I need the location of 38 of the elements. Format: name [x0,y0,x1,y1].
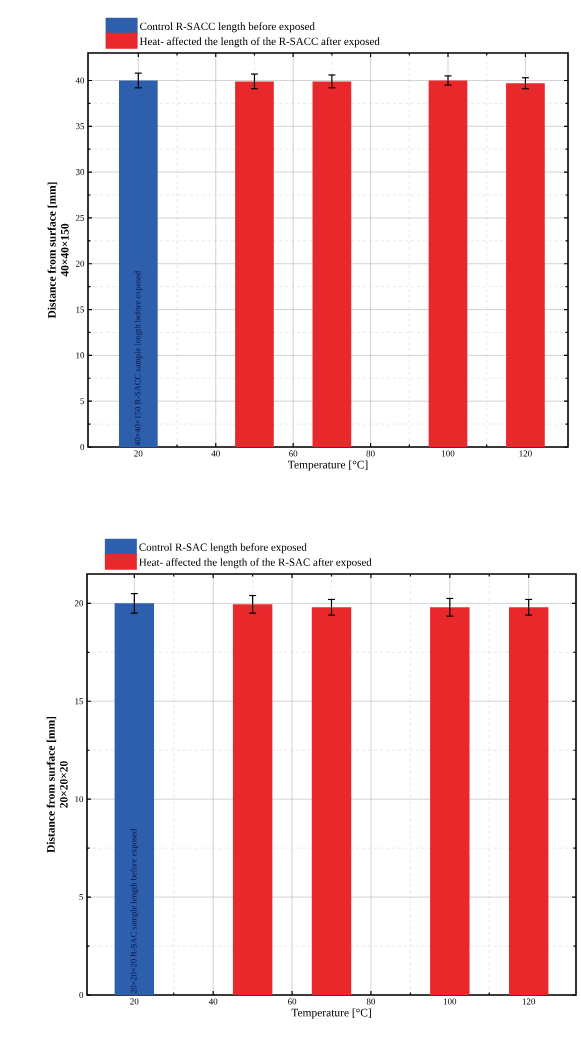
x-tick-label: 80 [366,450,375,457]
annotation: 40×40×150 R-SACC sample length before exposed [134,271,143,446]
y-tick-label: 0 [80,443,85,451]
x-axis-title: Temperature [°C] [287,460,368,471]
x-tick-label: 80 [366,998,376,1005]
annotation: 20×20×20 R-SAC sample length before exposed [130,828,139,994]
y-tick-label: 35 [75,123,85,130]
x-tick-label: 120 [519,450,532,457]
legend-label: Heat- affected the length of the R-SACC after exposed [139,37,380,48]
y-tick-label: 20 [75,260,85,267]
y-tick-label: 40 [75,77,85,84]
y-tick-label: 10 [75,796,84,803]
y-tick-label: 25 [75,214,85,221]
text: 40×40×150 [60,223,69,277]
x-tick-label: 40 [208,998,218,1005]
y-tick-label: 30 [75,169,85,176]
x-tick-label: 40 [211,450,220,457]
y-tick-label: 0 [79,991,84,999]
text: 20×20×20 [59,761,68,808]
y-axis-title: Distance from surface [mm] [46,716,57,853]
legend-label: Control R-SAC length before exposed [139,543,307,554]
x-tick-label: 120 [522,998,536,1005]
y-tick-label: 20 [74,600,84,607]
x-tick-label: 20 [130,998,139,1005]
y-tick-label: 15 [75,698,84,705]
x-tick-label: 100 [442,450,455,457]
x-tick-label: 60 [287,998,297,1005]
y-axis-title: Distance from surface [mm] [47,182,58,319]
x-axis-title: Temperature [°C] [291,1008,371,1019]
y-tick-label: 5 [79,894,84,901]
y-tick-label: 15 [76,306,85,313]
x-tick-label: 60 [289,450,298,457]
x-tick-label: 20 [134,450,143,457]
x-tick-label: 100 [443,998,457,1005]
legend-label: Heat- affected the length of the R-SAC after exposed [139,558,372,569]
y-tick-label: 10 [76,352,85,359]
legend-label: Control R-SACC length before exposed [140,22,315,33]
y-tick-label: 5 [80,398,85,405]
